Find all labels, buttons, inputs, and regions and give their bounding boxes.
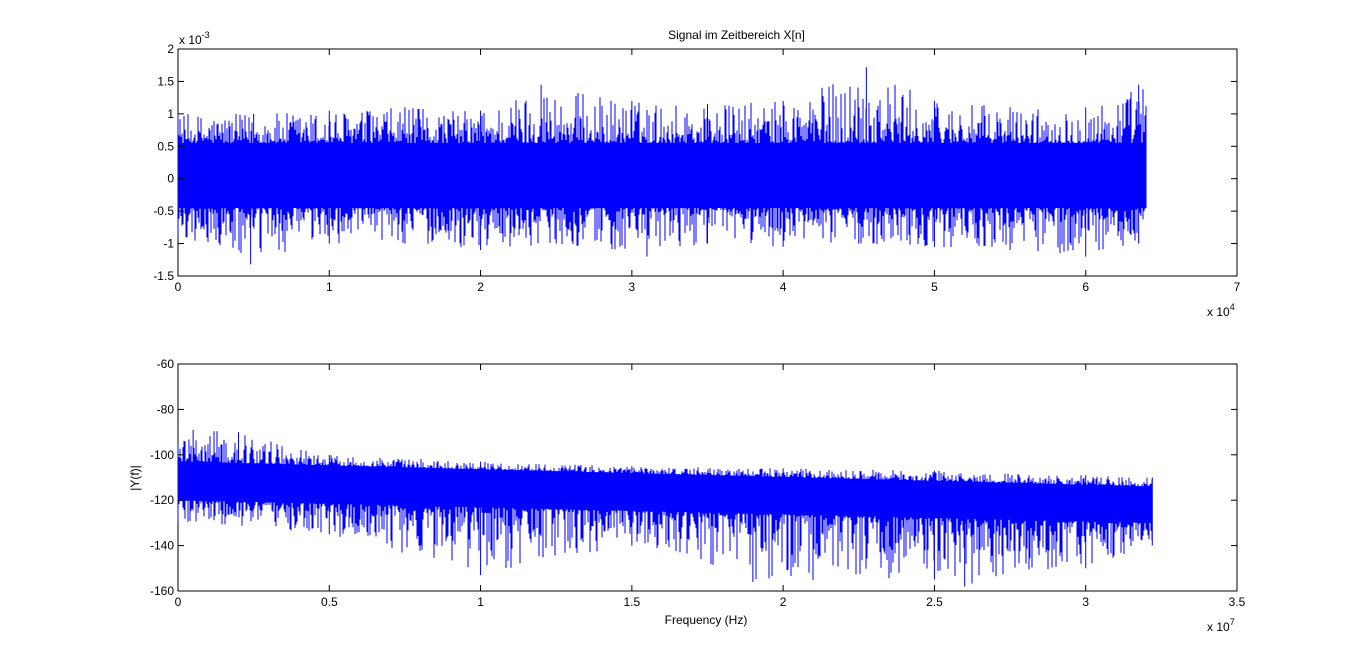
y-tick-label: -1.5 (153, 269, 174, 283)
time-domain-chart: 0 1 2 3 4 5 6 7 -1.5 -1 -0.5 0 0.5 1 1.5 2 Signal im Z… (153, 28, 1240, 319)
x-tick-label: 4 (780, 280, 787, 294)
y-tick-label: 2 (167, 42, 174, 56)
x-tick-label: 2 (780, 595, 787, 609)
time-domain-x-ticks: 0 1 2 3 4 5 6 7 (175, 49, 1241, 294)
x-tick-label: 3 (629, 280, 636, 294)
x-tick-label: 1 (326, 280, 333, 294)
x-tick-label: 0.5 (321, 595, 338, 609)
x-tick-label: 3 (1082, 595, 1089, 609)
x-tick-label: 1.5 (624, 595, 641, 609)
x-tick-label: 7 (1234, 280, 1241, 294)
y-tick-label: -60 (157, 357, 175, 371)
y-tick-label: -100 (150, 448, 174, 462)
time-domain-y-ticks: -1.5 -1 -0.5 0 0.5 1 1.5 2 (153, 42, 1237, 283)
frequency-spectrum-signal (177, 429, 1153, 587)
frequency-x-ticks: 0 0.5 1 1.5 2 2.5 3 3.5 (175, 364, 1246, 609)
y-tick-label: 1.5 (157, 74, 174, 88)
y-tick-label: -140 (150, 539, 174, 553)
frequency-domain-chart: 0 0.5 1 1.5 2 2.5 3 3.5 -60-80-100-120-140-160 … (128, 357, 1246, 634)
x-exponent-label: x 104 (1207, 302, 1235, 319)
y-axis-label: |Y(f)| (128, 465, 142, 491)
x-tick-label: 0 (175, 280, 182, 294)
y-tick-label: -80 (157, 402, 175, 416)
y-tick-label: -1 (163, 237, 174, 251)
frequency-y-ticks: -60 -80 -100 -120 -140 -160 (150, 357, 1237, 598)
x-tick-label: 3.5 (1229, 595, 1246, 609)
x-axis-label: Frequency (Hz) (665, 613, 748, 627)
y-tick-label: 1 (167, 107, 174, 121)
y-exponent-label: x 10-3 (179, 30, 210, 47)
chart-title: Signal im Zeitbereich X[n] (668, 28, 805, 42)
y-tick-label: -160 (150, 584, 174, 598)
x-exponent-label: x 107 (1207, 617, 1235, 634)
x-tick-label: 0 (175, 595, 182, 609)
y-tick-label: 0 (167, 172, 174, 186)
time-domain-signal (177, 67, 1147, 265)
x-tick-label: 5 (931, 280, 938, 294)
x-tick-label: 2 (477, 280, 484, 294)
y-tick-label: 0.5 (157, 139, 174, 153)
y-tick-label: -120 (150, 493, 174, 507)
x-tick-label: 2.5 (926, 595, 943, 609)
y-tick-label: -0.5 (153, 204, 174, 218)
x-tick-label: 6 (1082, 280, 1089, 294)
x-tick-label: 1 (477, 595, 484, 609)
